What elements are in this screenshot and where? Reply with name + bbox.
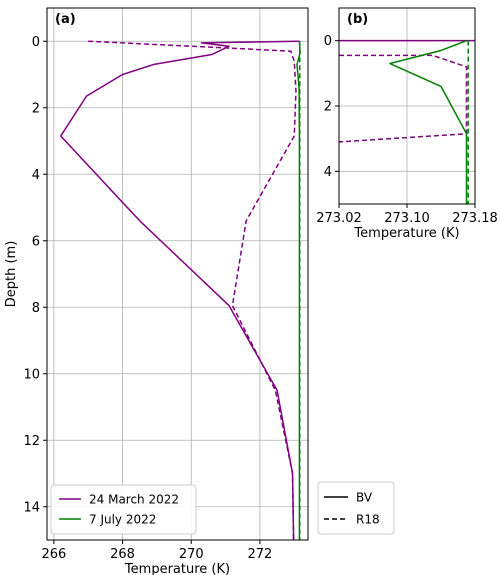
series-line-purple-dashed <box>88 40 297 540</box>
legend-box <box>317 481 395 535</box>
y-tick-label: 2 <box>324 100 332 115</box>
y-tick-label: 0 <box>324 34 332 49</box>
x-tick-label: 270 <box>179 547 204 562</box>
y-tick-label: 10 <box>23 367 40 382</box>
y-tick-label: 14 <box>23 500 40 515</box>
legend-label: BV <box>356 491 373 505</box>
x-axis-label: Temperature (K) <box>124 562 230 575</box>
legend-label: 24 March 2022 <box>89 493 179 507</box>
panel-label: (a) <box>55 12 76 27</box>
x-tick-label: 273.02 <box>316 211 362 226</box>
y-tick-label: 8 <box>32 301 40 316</box>
series-line-purple-dashed <box>339 54 468 143</box>
y-tick-label: 4 <box>32 168 40 183</box>
series-line-purple-solid <box>59 40 300 540</box>
x-axis-label: Temperature (K) <box>353 226 459 241</box>
panel-label: (b) <box>347 12 368 27</box>
legend-label: R18 <box>356 513 380 527</box>
series-line-green-solid <box>389 39 468 204</box>
x-tick-label: 266 <box>41 547 66 562</box>
y-tick-label: 12 <box>23 434 40 449</box>
date-legend: 24 March 2022 7 July 2022 <box>50 484 197 535</box>
y-tick-label: 6 <box>32 234 40 249</box>
axes-frame <box>46 7 309 541</box>
panel-b: 273.02 273.10 273.18 0 2 4 Temperature (K) (b) <box>316 7 498 241</box>
y-tick-label: 4 <box>324 165 332 180</box>
legend-label: 7 July 2022 <box>89 513 156 527</box>
x-tick-label: 273.10 <box>384 211 430 226</box>
x-tick-label: 268 <box>110 547 135 562</box>
legend-box <box>50 484 197 535</box>
y-tick-label: 2 <box>32 101 40 116</box>
x-tick-label: 273.18 <box>452 211 498 226</box>
y-axis-label: Depth (m) <box>4 241 19 308</box>
style-legend: BV R18 <box>317 481 395 535</box>
x-tick-label: 272 <box>248 547 273 562</box>
y-tick-label: 0 <box>32 35 40 50</box>
